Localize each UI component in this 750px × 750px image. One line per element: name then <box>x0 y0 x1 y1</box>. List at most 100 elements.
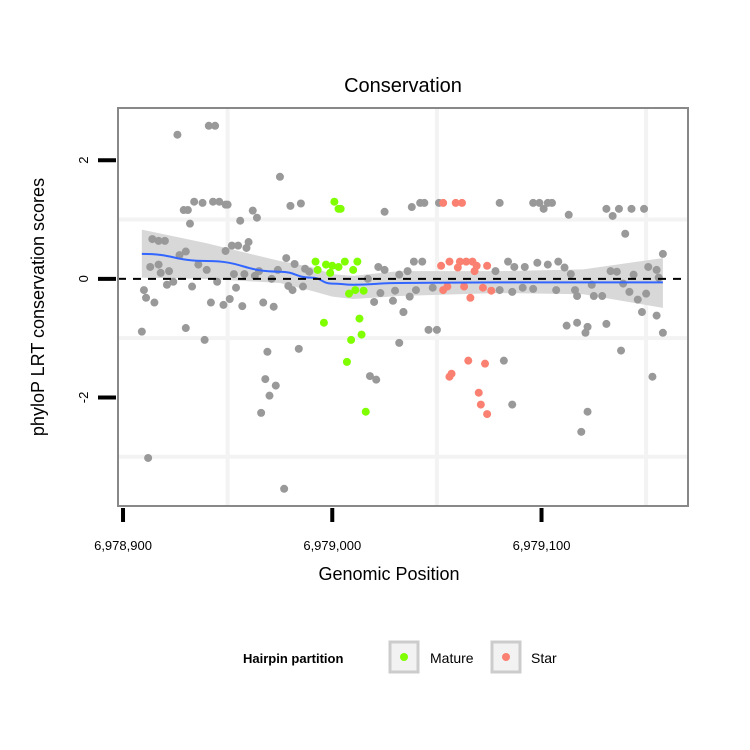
data-point-other <box>535 198 544 207</box>
data-point-other <box>642 289 651 298</box>
data-point-other <box>504 257 513 266</box>
data-point-other <box>554 257 563 266</box>
data-point-other <box>181 247 190 256</box>
data-point-star <box>464 356 473 365</box>
data-point-star <box>476 400 485 409</box>
data-point-other <box>232 283 241 292</box>
data-point-other <box>640 204 649 213</box>
data-point-other <box>428 283 437 292</box>
data-point-other <box>562 321 571 330</box>
data-point-other <box>529 284 538 293</box>
data-point-other <box>206 298 215 307</box>
data-point-other <box>173 130 182 139</box>
data-point-other <box>658 249 667 258</box>
data-point-other <box>252 213 261 222</box>
data-point-other <box>160 236 169 245</box>
legend-marker-star <box>502 653 510 661</box>
data-point-other <box>539 204 548 213</box>
y-tick-label: 0 <box>76 275 91 282</box>
data-point-other <box>602 319 611 328</box>
data-point-other <box>621 229 630 238</box>
data-point-other <box>573 292 582 301</box>
data-point-other <box>602 204 611 213</box>
data-point-other <box>403 267 412 276</box>
data-point-other <box>395 270 404 279</box>
data-point-other <box>154 236 163 245</box>
data-point-other <box>242 243 251 252</box>
data-point-other <box>380 207 389 216</box>
data-point-other <box>399 308 408 317</box>
data-point-other <box>547 198 556 207</box>
data-point-other <box>566 270 575 279</box>
data-point-other <box>148 235 157 244</box>
data-point-other <box>388 296 397 305</box>
data-point-other <box>608 211 617 220</box>
data-point-other <box>142 293 151 302</box>
data-point-other <box>137 327 146 336</box>
data-point-other <box>637 308 646 317</box>
data-point-other <box>265 391 274 400</box>
data-point-other <box>288 286 297 295</box>
data-point-other <box>409 257 418 266</box>
data-point-other <box>280 484 289 493</box>
data-point-star <box>451 198 460 207</box>
data-point-other <box>508 287 517 296</box>
data-point-other <box>518 283 527 292</box>
data-point-star <box>443 282 452 291</box>
data-point-other <box>229 270 238 279</box>
data-point-other <box>154 260 163 269</box>
data-point-other <box>275 172 284 181</box>
data-point-other <box>175 251 184 260</box>
data-point-other <box>495 198 504 207</box>
data-point-other <box>491 267 500 276</box>
data-point-other <box>200 335 209 344</box>
data-point-other <box>181 324 190 333</box>
data-point-mature <box>345 289 354 298</box>
data-point-mature <box>355 314 364 323</box>
data-point-other <box>629 270 638 279</box>
data-point-other <box>238 302 247 311</box>
data-point-mature <box>326 268 335 277</box>
data-point-other <box>363 274 372 283</box>
legend-key-mature <box>388 640 420 674</box>
data-point-star <box>462 257 471 266</box>
data-point-other <box>652 311 661 320</box>
data-point-other <box>202 265 211 274</box>
data-point-other <box>150 298 159 307</box>
data-point-other <box>162 280 171 289</box>
data-point-other <box>395 338 404 347</box>
data-point-other <box>583 407 592 416</box>
data-point-star <box>481 359 490 368</box>
data-point-mature <box>319 318 328 327</box>
data-point-other <box>194 260 203 269</box>
data-point-other <box>219 300 228 309</box>
data-point-other <box>156 268 165 277</box>
data-point-mature <box>347 335 356 344</box>
data-point-mature <box>342 357 351 366</box>
y-tick-label: 2 <box>76 157 91 164</box>
data-point-other <box>533 258 542 267</box>
legend-label-mature: Mature <box>430 650 474 666</box>
x-tick-label: 6,978,900 <box>94 538 152 553</box>
data-point-other <box>211 121 220 130</box>
data-point-other <box>614 204 623 213</box>
data-point-mature <box>311 257 320 266</box>
data-point-other <box>146 262 155 271</box>
data-point-other <box>612 267 621 276</box>
data-point-other <box>305 267 314 276</box>
data-point-other <box>508 400 517 409</box>
data-point-other <box>259 298 268 307</box>
data-point-other <box>204 121 213 130</box>
data-point-mature <box>334 262 343 271</box>
data-point-other <box>405 292 414 301</box>
data-point-other <box>652 265 661 274</box>
data-point-mature <box>361 407 370 416</box>
data-point-other <box>169 277 178 286</box>
data-point-mature <box>330 197 339 206</box>
x-tick-label: 6,979,000 <box>303 538 361 553</box>
data-point-other <box>261 375 270 384</box>
data-point-other <box>257 408 266 417</box>
data-point-other <box>227 241 236 250</box>
data-point-star <box>439 198 448 207</box>
data-point-mature <box>353 257 362 266</box>
